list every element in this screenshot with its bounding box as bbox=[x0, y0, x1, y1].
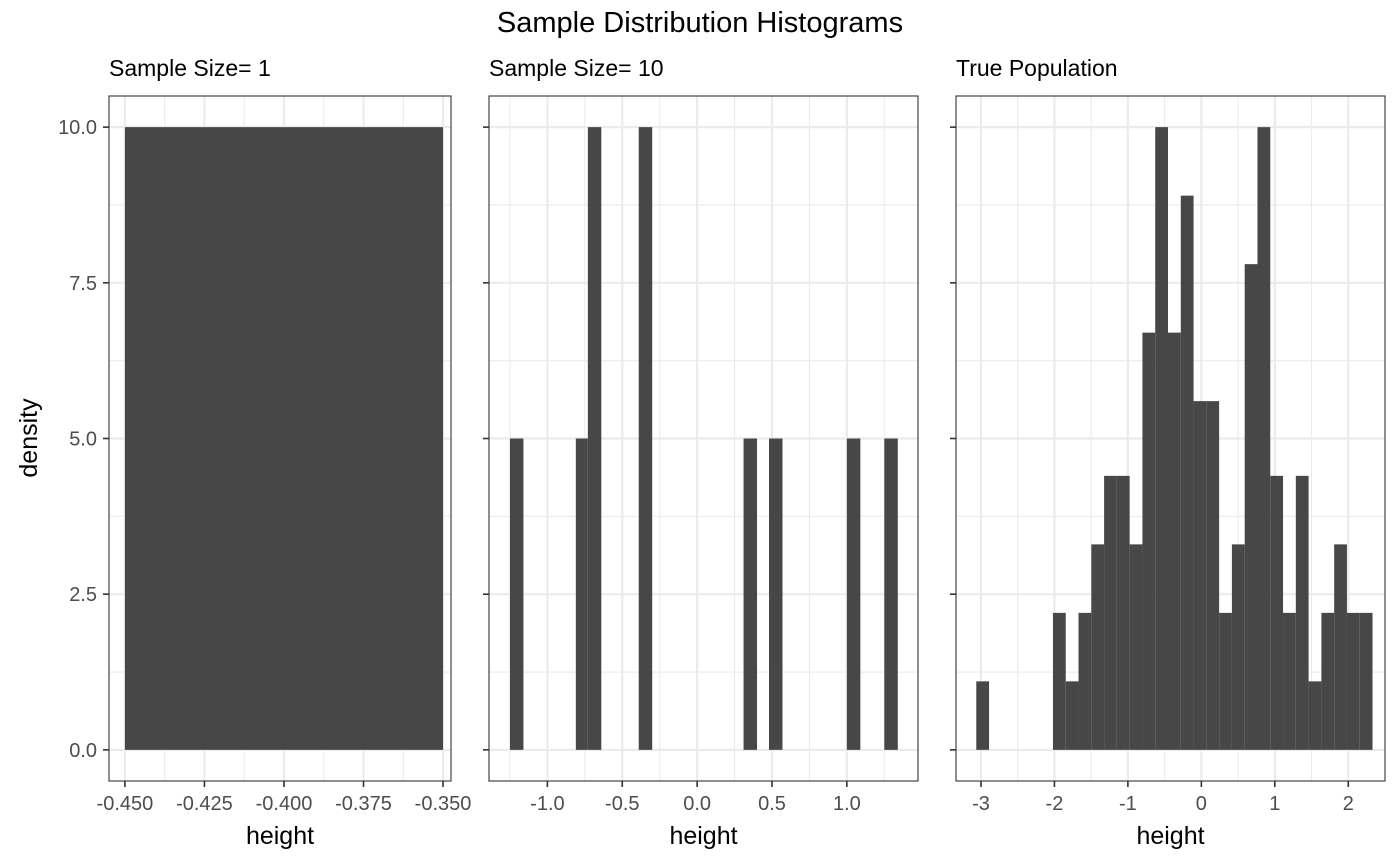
x-tick-label: 0.5 bbox=[758, 793, 786, 815]
histogram-bar bbox=[1295, 475, 1309, 750]
histogram-bar bbox=[1321, 612, 1335, 750]
panel-title: Sample Size= 10 bbox=[489, 55, 664, 81]
histogram-bar bbox=[1193, 401, 1207, 750]
x-tick-label: 2 bbox=[1343, 793, 1354, 815]
x-axis-label: height bbox=[669, 822, 737, 850]
panel-3: -3 -2 -1 0 1 2 True Population height bbox=[950, 55, 1386, 850]
x-tick-label: -0.350 bbox=[415, 793, 472, 815]
x-tick-label: -1.0 bbox=[530, 793, 564, 815]
histogram-bar bbox=[1065, 681, 1079, 750]
histogram-bar bbox=[509, 438, 524, 750]
histogram-bar bbox=[638, 127, 653, 750]
x-tick-label: -0.450 bbox=[97, 793, 154, 815]
x-tick-label: -3 bbox=[972, 793, 990, 815]
histogram-bar bbox=[1078, 612, 1092, 750]
histogram-bar bbox=[1334, 544, 1347, 750]
panel-1: -0.450 -0.425 -0.400 -0.375 -0.350 0.0 2.5 5.0 7… bbox=[58, 55, 471, 850]
histogram-bar bbox=[743, 438, 758, 750]
histogram-bar bbox=[1104, 475, 1117, 750]
histogram-bar bbox=[976, 681, 990, 750]
x-tick-label: -2 bbox=[1046, 793, 1064, 815]
panel-title: Sample Size= 1 bbox=[109, 55, 271, 81]
histogram-bar bbox=[1270, 475, 1284, 750]
histogram-bar bbox=[1091, 544, 1105, 750]
panel-2: -1.0 -0.5 0.0 0.5 1.0 Sample Size= 10 height bbox=[483, 55, 919, 850]
x-tick-label: -0.5 bbox=[605, 793, 639, 815]
histogram-bar bbox=[1206, 401, 1220, 750]
y-tick-label: 5.0 bbox=[69, 429, 97, 451]
histogram-bar bbox=[1052, 612, 1066, 750]
histogram-bar bbox=[1142, 332, 1156, 750]
histogram-bar bbox=[846, 438, 861, 750]
x-tick-label: -0.400 bbox=[256, 793, 313, 815]
histogram-bar bbox=[1116, 475, 1130, 750]
x-tick-label: -1 bbox=[1119, 793, 1137, 815]
figure-title: Sample Distribution Histograms bbox=[497, 7, 903, 39]
x-tick-label: -0.425 bbox=[176, 793, 233, 815]
x-axis-label: height bbox=[1136, 822, 1204, 850]
x-tick-label: 1.0 bbox=[833, 793, 861, 815]
histogram-bar bbox=[769, 438, 783, 750]
y-tick-label: 7.5 bbox=[69, 273, 97, 295]
x-tick-label: 1 bbox=[1269, 793, 1280, 815]
y-tick-label: 10.0 bbox=[58, 117, 97, 139]
histogram-bar bbox=[587, 127, 602, 750]
histogram-bar bbox=[884, 438, 898, 750]
histogram-bar bbox=[1180, 195, 1194, 750]
x-tick-label: -0.375 bbox=[335, 793, 392, 815]
y-tick-label: 2.5 bbox=[69, 584, 97, 606]
x-axis-label: height bbox=[246, 822, 314, 850]
histogram-bar bbox=[1244, 264, 1258, 750]
y-tick-label: 0.0 bbox=[69, 740, 97, 762]
histogram-bar bbox=[1359, 612, 1373, 750]
histogram-bar bbox=[124, 127, 444, 750]
histogram-bar bbox=[1257, 127, 1271, 750]
panel-title: True Population bbox=[956, 55, 1118, 81]
histogram-bar bbox=[575, 438, 588, 750]
histogram-bar bbox=[1283, 612, 1296, 750]
x-tick-label: 0 bbox=[1196, 793, 1207, 815]
histogram-bar bbox=[1168, 332, 1181, 750]
histogram-bar bbox=[1231, 544, 1245, 750]
histogram-bar bbox=[1155, 127, 1169, 750]
x-tick-label: 0.0 bbox=[683, 793, 711, 815]
y-axis-label: density bbox=[15, 398, 43, 478]
histogram-bar bbox=[1346, 612, 1360, 750]
histogram-bar bbox=[1129, 544, 1143, 750]
panels: -0.450 -0.425 -0.400 -0.375 -0.350 0.0 2.5 5.0 7… bbox=[58, 55, 1386, 850]
histogram-bar bbox=[1219, 612, 1232, 750]
histogram-bar bbox=[1308, 681, 1322, 750]
